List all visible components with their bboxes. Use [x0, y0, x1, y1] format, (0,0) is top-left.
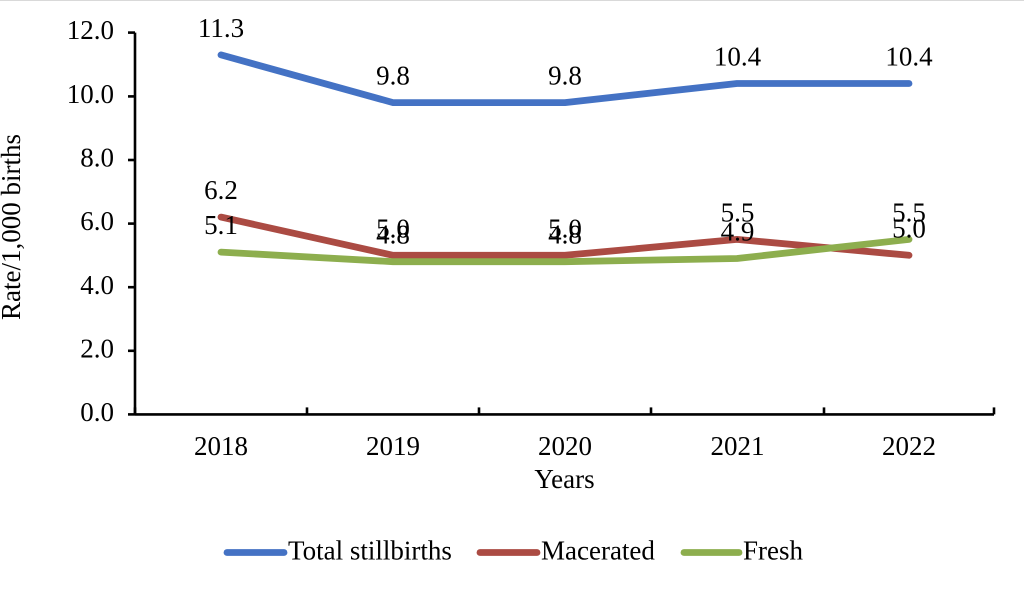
- svg-text:Fresh: Fresh: [743, 536, 803, 566]
- svg-text:4.8: 4.8: [376, 220, 410, 250]
- svg-text:0.0: 0.0: [80, 397, 114, 427]
- svg-text:6.2: 6.2: [204, 175, 238, 205]
- svg-text:9.8: 9.8: [376, 61, 410, 91]
- svg-text:10.4: 10.4: [885, 42, 933, 72]
- svg-text:Years: Years: [534, 464, 594, 494]
- svg-text:4.0: 4.0: [80, 270, 114, 300]
- svg-text:9.8: 9.8: [548, 61, 582, 91]
- svg-text:2021: 2021: [711, 431, 765, 461]
- svg-text:8.0: 8.0: [80, 143, 114, 173]
- svg-text:Total stillbirths: Total stillbirths: [288, 536, 452, 566]
- svg-text:Rate/1,000 births: Rate/1,000 births: [0, 134, 26, 320]
- svg-text:6.0: 6.0: [80, 206, 114, 236]
- svg-text:10.4: 10.4: [714, 42, 762, 72]
- svg-text:10.0: 10.0: [67, 79, 114, 109]
- svg-text:2020: 2020: [538, 431, 592, 461]
- svg-text:2.0: 2.0: [80, 333, 114, 363]
- svg-text:2019: 2019: [366, 431, 420, 461]
- svg-text:4.8: 4.8: [548, 220, 582, 250]
- svg-text:2022: 2022: [882, 431, 936, 461]
- svg-text:5.1: 5.1: [204, 210, 238, 240]
- svg-text:4.9: 4.9: [721, 217, 755, 247]
- svg-text:2018: 2018: [194, 431, 248, 461]
- svg-text:5.0: 5.0: [892, 213, 926, 243]
- svg-text:12.0: 12.0: [67, 15, 114, 45]
- svg-text:Macerated: Macerated: [541, 536, 655, 566]
- svg-text:11.3: 11.3: [198, 13, 244, 43]
